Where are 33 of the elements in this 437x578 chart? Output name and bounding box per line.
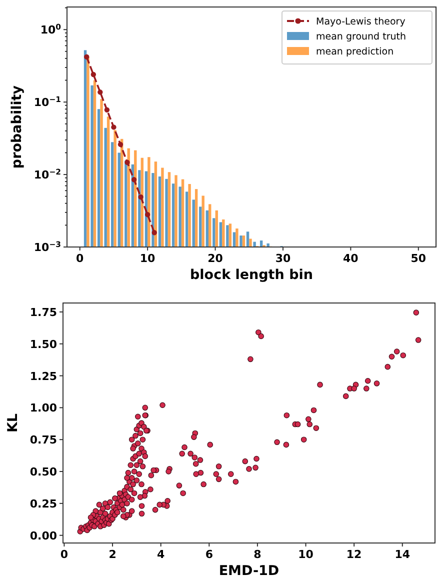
x-axis-title: block length bin — [190, 267, 313, 283]
y-axis-title: probability — [9, 85, 25, 169]
y-tick-label: 1.50 — [30, 338, 58, 351]
y-tick-label: 1.75 — [30, 306, 57, 319]
y-axis-title: KL — [5, 413, 21, 433]
x-tick-label: 30 — [275, 252, 291, 265]
x-tick-label: 14 — [394, 548, 410, 561]
x-axis-title: EMD-1D — [218, 563, 280, 578]
legend-label: Mayo-Lewis theory — [316, 16, 406, 28]
x-tick-label: 20 — [208, 252, 224, 265]
y-tick-label: 0.50 — [30, 466, 58, 479]
y-tick-label: 0.00 — [30, 529, 58, 542]
x-tick-label: 40 — [343, 252, 359, 265]
x-tick-label: 0 — [60, 548, 68, 561]
y-tick-label: 0.25 — [30, 497, 57, 510]
y-tick-label: 10$^{−1}$ — [34, 94, 61, 110]
y-tick-label: 1.25 — [30, 370, 57, 383]
x-tick-label: 10 — [140, 252, 156, 265]
x-tick-label: 6 — [205, 548, 214, 561]
y-tick-label: 10$^{−3}$ — [34, 240, 61, 254]
x-tick-label: 0 — [76, 252, 84, 265]
y-tick-label: 1.00 — [30, 402, 58, 415]
x-tick-label: 10 — [298, 548, 314, 561]
x-tick-label: 4 — [157, 548, 166, 561]
x-tick-label: 12 — [346, 548, 362, 561]
y-tick-label: 0.75 — [30, 434, 57, 447]
x-tick-label: 8 — [254, 548, 262, 561]
legend-label: mean ground truth — [316, 32, 406, 42]
y-tick-label: 10$^{−2}$ — [34, 167, 61, 182]
x-tick-label: 50 — [410, 252, 426, 265]
legend-label: mean prediction — [316, 46, 394, 58]
y-tick-label: 10$^{0}$ — [40, 22, 61, 37]
x-tick-label: 2 — [108, 548, 116, 561]
